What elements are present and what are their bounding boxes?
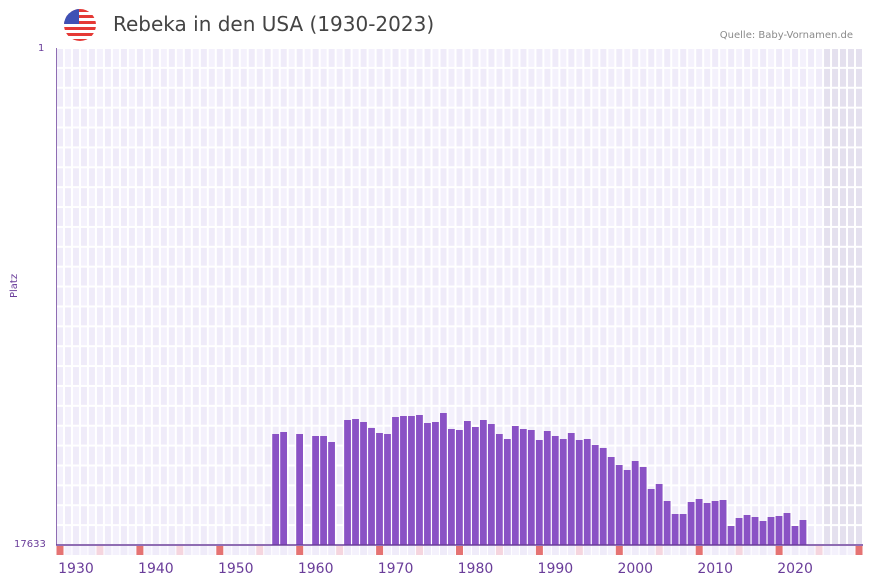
bar-1962 xyxy=(328,442,335,545)
bar-1986 xyxy=(519,429,527,545)
y-axis-top-label: 1 xyxy=(38,43,45,54)
bar-1988 xyxy=(535,440,543,545)
bar-2012 xyxy=(727,526,735,545)
bar-2007 xyxy=(687,502,695,545)
bar-1985 xyxy=(511,426,519,545)
x-tick-1930: 1930 xyxy=(58,561,94,577)
bar-1973 xyxy=(416,415,423,545)
bar-2010 xyxy=(711,501,719,545)
bar-1964 xyxy=(344,420,351,545)
bar-2021 xyxy=(799,520,807,545)
bar-2011 xyxy=(719,500,727,545)
bar-1961 xyxy=(320,436,327,545)
bar-2009 xyxy=(703,503,711,545)
bar-2014 xyxy=(743,515,751,545)
bar-2000 xyxy=(631,461,639,545)
bar-1981 xyxy=(479,420,487,545)
bar-1955 xyxy=(272,434,280,545)
bar-1980 xyxy=(471,427,479,545)
bar-2020 xyxy=(791,526,799,545)
bar-1979 xyxy=(463,421,471,545)
x-tick-1940: 1940 xyxy=(138,561,174,577)
bar-1970 xyxy=(392,417,399,545)
x-tick-1960: 1960 xyxy=(297,561,334,577)
bar-1984 xyxy=(503,439,511,545)
x-tick-1990: 1990 xyxy=(537,561,574,577)
flag xyxy=(64,9,96,41)
bar-1971 xyxy=(400,416,407,545)
bar-1983 xyxy=(495,434,503,545)
x-tick-1950: 1950 xyxy=(217,561,254,577)
bar-1972 xyxy=(408,416,415,545)
bar-1987 xyxy=(527,430,535,545)
bar-1977 xyxy=(448,429,455,545)
bar-1998 xyxy=(615,465,623,545)
bar-2006 xyxy=(679,514,687,545)
bar-1958 xyxy=(296,434,303,545)
plot-area xyxy=(56,48,863,555)
bar-2003 xyxy=(655,484,663,545)
bar-1993 xyxy=(575,440,583,545)
bar-1996 xyxy=(599,448,607,545)
bar-2015 xyxy=(751,517,759,545)
bar-2016 xyxy=(759,521,767,545)
bar-1968 xyxy=(376,433,383,545)
bar-1982 xyxy=(487,424,495,545)
bar-2002 xyxy=(647,489,655,545)
x-tick-1970: 1970 xyxy=(377,561,414,577)
bar-2013 xyxy=(735,518,743,545)
bar-2005 xyxy=(671,514,679,545)
us-flag-icon xyxy=(64,9,96,41)
x-tick-2020: 2020 xyxy=(777,561,813,577)
y-axis-title: Platz xyxy=(9,273,20,298)
bar-1956 xyxy=(280,432,288,545)
bar-1966 xyxy=(360,422,367,545)
bar-1975 xyxy=(432,422,439,545)
bar-1967 xyxy=(368,428,375,545)
bar-1991 xyxy=(559,439,567,545)
bar-2018 xyxy=(775,516,783,545)
bar-2017 xyxy=(767,517,775,545)
bar-1989 xyxy=(543,431,551,545)
bar-2019 xyxy=(783,513,791,545)
y-axis-bottom-label: 17633 xyxy=(14,539,46,550)
bar-1960 xyxy=(312,436,319,545)
bar-1995 xyxy=(591,445,599,545)
bar-1999 xyxy=(623,470,631,545)
bar-1965 xyxy=(352,419,359,545)
chart-title: Rebeka in den USA (1930-2023) xyxy=(113,12,435,36)
bar-1990 xyxy=(551,436,559,545)
bar-1969 xyxy=(384,434,391,545)
bar-2001 xyxy=(639,467,647,545)
x-tick-2000: 2000 xyxy=(617,561,654,577)
bar-1997 xyxy=(607,457,615,545)
year-markers xyxy=(56,546,863,555)
bar-2008 xyxy=(695,499,703,545)
bar-1976 xyxy=(440,413,447,545)
bar-2004 xyxy=(663,501,671,545)
bars xyxy=(272,413,807,545)
bar-1994 xyxy=(583,439,591,545)
x-tick-2010: 2010 xyxy=(697,561,733,577)
x-tick-1980: 1980 xyxy=(457,561,494,577)
bar-1978 xyxy=(456,430,463,545)
source-label: Quelle: Baby-Vornamen.de xyxy=(719,30,853,41)
bar-1974 xyxy=(424,423,431,545)
bar-1992 xyxy=(567,433,575,545)
